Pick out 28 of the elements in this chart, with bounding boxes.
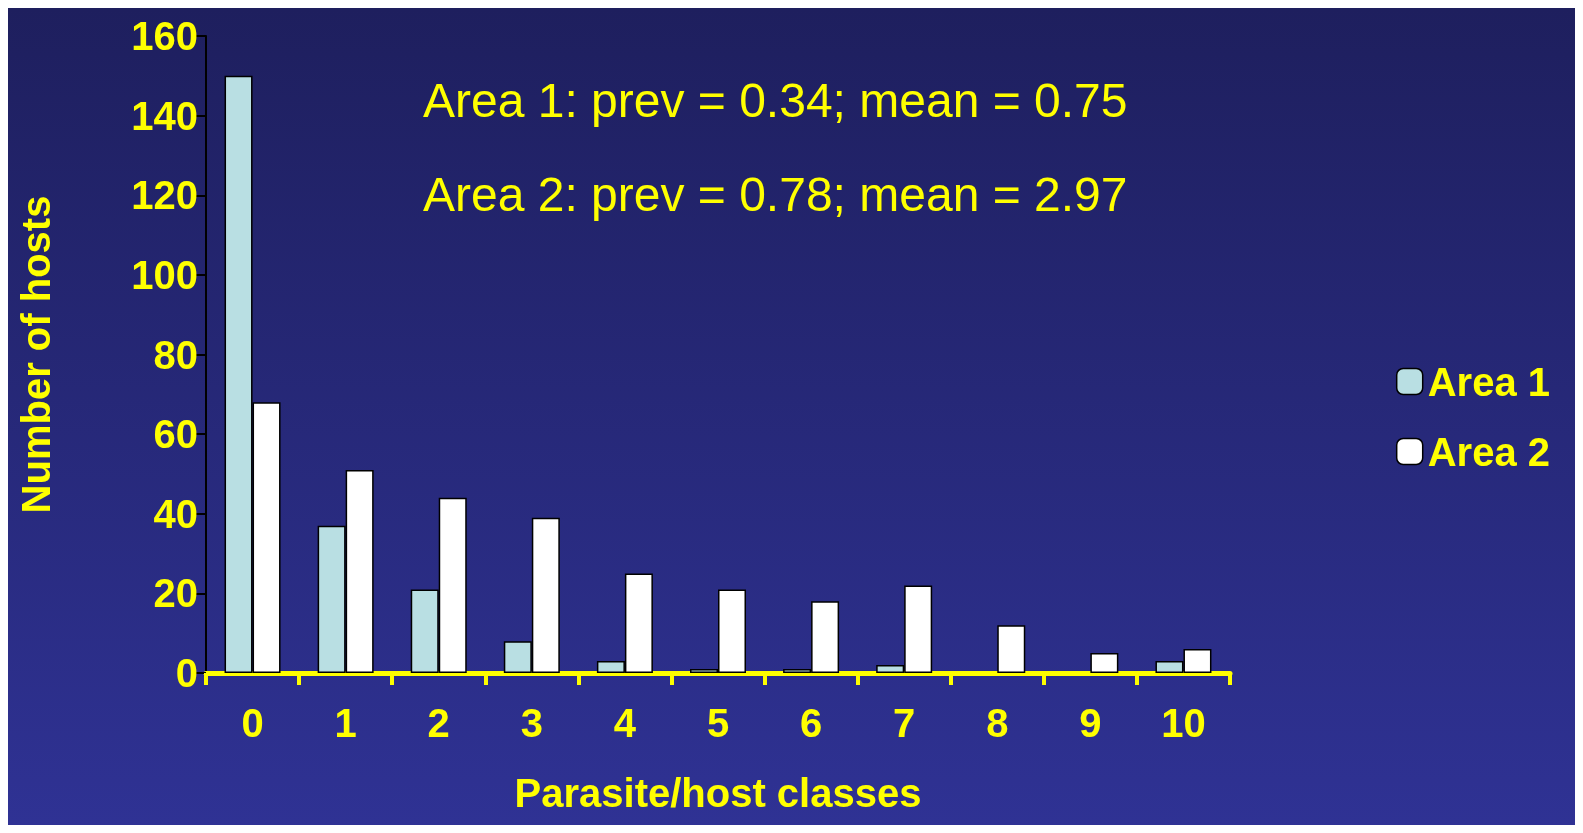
y-tick-label: 140 <box>131 93 198 138</box>
x-tick-label: 9 <box>1079 701 1102 745</box>
x-axis-title: Parasite/host classes <box>514 771 922 815</box>
y-tick-label: 20 <box>153 571 198 616</box>
y-axis-title: Number of hosts <box>14 195 58 514</box>
annotation: Area 2: prev = 0.78; mean = 2.97 <box>423 167 1128 221</box>
x-tick-label: 3 <box>520 701 543 745</box>
x-tick-label: 10 <box>1161 701 1206 745</box>
y-tick-label: 80 <box>153 332 198 377</box>
x-tick-label: 4 <box>613 701 637 745</box>
bar <box>997 625 1026 673</box>
y-tick-label: 100 <box>131 252 198 297</box>
bar <box>1090 653 1119 673</box>
legend-label: Area 1 <box>1427 359 1551 404</box>
x-tick-label: 0 <box>241 701 264 745</box>
legend-label: Area 2 <box>1427 429 1551 474</box>
x-tick-label: 5 <box>706 701 730 745</box>
x-tick-label: 2 <box>427 701 450 745</box>
y-tick-label: 0 <box>175 651 198 695</box>
y-tick-label: 120 <box>131 173 198 218</box>
annotation: Area 1: prev = 0.34; mean = 0.75 <box>423 73 1128 127</box>
y-tick-label: 160 <box>131 14 198 58</box>
y-tick-label: 60 <box>153 412 198 457</box>
x-tick-label: 8 <box>986 701 1009 745</box>
x-tick-label: 7 <box>893 701 916 745</box>
y-tick-label: 40 <box>153 491 198 536</box>
x-tick-label: 6 <box>799 701 823 745</box>
x-tick-label: 1 <box>334 701 357 745</box>
